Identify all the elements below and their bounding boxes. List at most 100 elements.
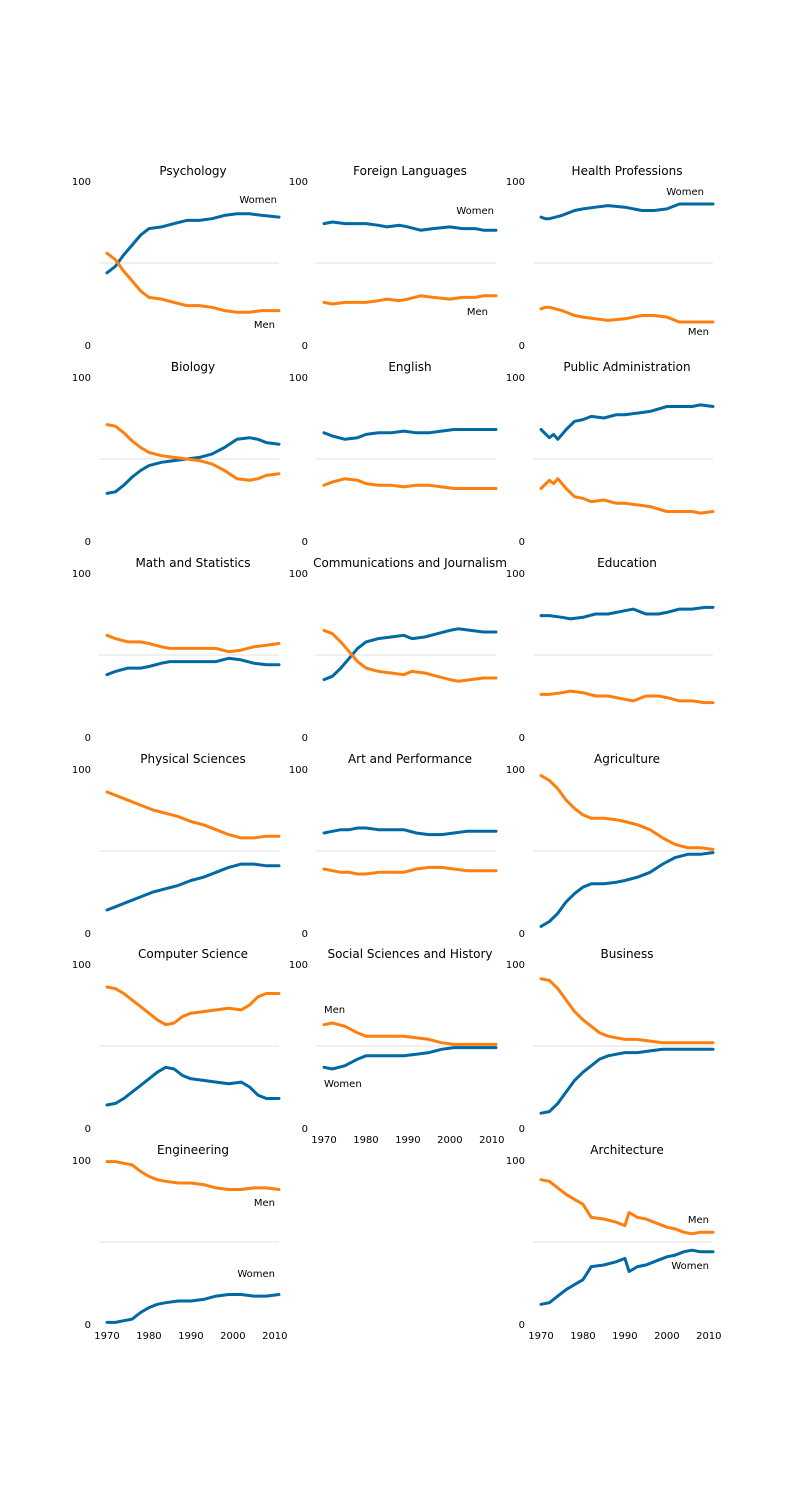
men-series-line	[539, 977, 715, 1045]
women-series-line	[322, 627, 498, 682]
y-tick-label: 100	[72, 373, 91, 384]
x-tick-label: 2000	[220, 1331, 245, 1342]
x-tick-label: 1990	[178, 1331, 203, 1342]
women-series-line	[105, 436, 281, 495]
panel-title: Engineering	[157, 1143, 229, 1157]
y-tick-label: 100	[506, 177, 525, 188]
panel: Communications and Journalism 100 0	[289, 556, 507, 744]
women-series-line	[105, 1293, 281, 1324]
panel: Psychology 100 0 Women Men	[72, 164, 281, 352]
panel-title: Education	[597, 556, 657, 570]
men-series-line	[105, 985, 281, 1027]
panel-title: Social Sciences and History	[327, 947, 492, 961]
men-series-line	[322, 1021, 498, 1046]
panel: Biology 100 0	[72, 360, 281, 548]
y-tick-label: 100	[289, 373, 308, 384]
y-tick-label: 0	[302, 733, 308, 744]
y-tick-label: 100	[506, 765, 525, 776]
men-series-line	[322, 628, 498, 683]
y-tick-label: 100	[72, 960, 91, 971]
y-tick-label: 0	[302, 929, 308, 940]
panel: Math and Statistics 100 0	[72, 556, 281, 744]
men-series-label: Men	[688, 327, 709, 338]
men-series-line	[105, 633, 281, 654]
x-tick-label: 1990	[395, 1135, 420, 1146]
women-series-label: Women	[456, 206, 494, 217]
women-series-line	[105, 862, 281, 912]
y-tick-label: 100	[289, 569, 308, 580]
panel-title: Foreign Languages	[353, 164, 467, 178]
women-series-line	[322, 428, 498, 441]
women-series-line	[322, 1046, 498, 1071]
y-tick-label: 0	[302, 1124, 308, 1135]
panel: Engineering 100 0 Women Men 1970 1980 1990 2000 2…	[72, 1143, 288, 1342]
men-series-label: Men	[254, 1198, 275, 1209]
y-tick-label: 0	[519, 1124, 525, 1135]
y-tick-label: 0	[85, 537, 91, 548]
men-series-line	[539, 1178, 715, 1236]
y-tick-label: 0	[519, 929, 525, 940]
y-tick-label: 0	[85, 929, 91, 940]
women-series-line	[105, 656, 281, 677]
men-series-line	[322, 865, 498, 876]
men-series-label: Men	[467, 307, 488, 318]
women-series-line	[322, 826, 498, 837]
panel: Art and Performance 100 0	[289, 752, 498, 940]
women-series-line	[539, 1047, 715, 1115]
panel: Education 100 0	[506, 556, 715, 744]
x-tick-label: 2000	[654, 1331, 679, 1342]
men-series-line	[539, 305, 715, 324]
x-tick-label: 1970	[528, 1331, 553, 1342]
men-series-line	[322, 294, 498, 306]
men-series-line	[105, 251, 281, 314]
panel-title: Business	[601, 947, 654, 961]
x-tick-label: 1970	[94, 1331, 119, 1342]
x-tick-label: 2010	[262, 1331, 287, 1342]
y-tick-label: 0	[85, 1320, 91, 1331]
women-series-line	[105, 1065, 281, 1107]
y-tick-label: 0	[85, 341, 91, 352]
y-tick-label: 0	[519, 1320, 525, 1331]
women-series-label: Women	[671, 1261, 709, 1272]
y-tick-label: 0	[519, 733, 525, 744]
men-series-line	[105, 423, 281, 482]
y-tick-label: 100	[506, 569, 525, 580]
panel-title: Agriculture	[594, 752, 660, 766]
panel-title: Communications and Journalism	[313, 556, 507, 570]
x-tick-label: 2010	[479, 1135, 504, 1146]
panel: Business 100 0	[506, 947, 715, 1135]
y-tick-label: 0	[302, 537, 308, 548]
y-tick-label: 100	[289, 960, 308, 971]
x-tick-label: 1970	[311, 1135, 336, 1146]
panel: Health Professions 100 0 Women Men	[506, 164, 715, 352]
panel-title: Computer Science	[138, 947, 248, 961]
y-tick-label: 0	[302, 341, 308, 352]
women-series-line	[539, 202, 715, 221]
y-tick-label: 100	[72, 177, 91, 188]
women-series-line	[539, 605, 715, 621]
men-series-label: Men	[324, 1005, 345, 1016]
x-tick-label: 2010	[696, 1331, 721, 1342]
y-tick-label: 100	[506, 960, 525, 971]
x-tick-label: 1980	[353, 1135, 378, 1146]
x-tick-label: 1980	[570, 1331, 595, 1342]
y-tick-label: 100	[506, 1156, 525, 1167]
women-series-line	[322, 220, 498, 232]
panel: Public Administration 100 0	[506, 360, 715, 548]
men-series-label: Men	[688, 1215, 709, 1226]
men-series-line	[539, 689, 715, 705]
women-series-label: Women	[324, 1079, 362, 1090]
women-series-line	[539, 851, 715, 928]
panel: Agriculture 100 0	[506, 752, 715, 940]
panel: Foreign Languages 100 0 Women Men	[289, 164, 498, 352]
men-series-line	[539, 774, 715, 851]
y-tick-label: 0	[85, 733, 91, 744]
women-series-line	[539, 403, 715, 441]
women-series-label: Women	[237, 1269, 275, 1280]
men-series-line	[539, 477, 715, 515]
panel-title: Public Administration	[563, 360, 690, 374]
panel-title: Math and Statistics	[135, 556, 250, 570]
panel-title: Health Professions	[572, 164, 683, 178]
panel: Computer Science 100 0	[72, 947, 281, 1135]
